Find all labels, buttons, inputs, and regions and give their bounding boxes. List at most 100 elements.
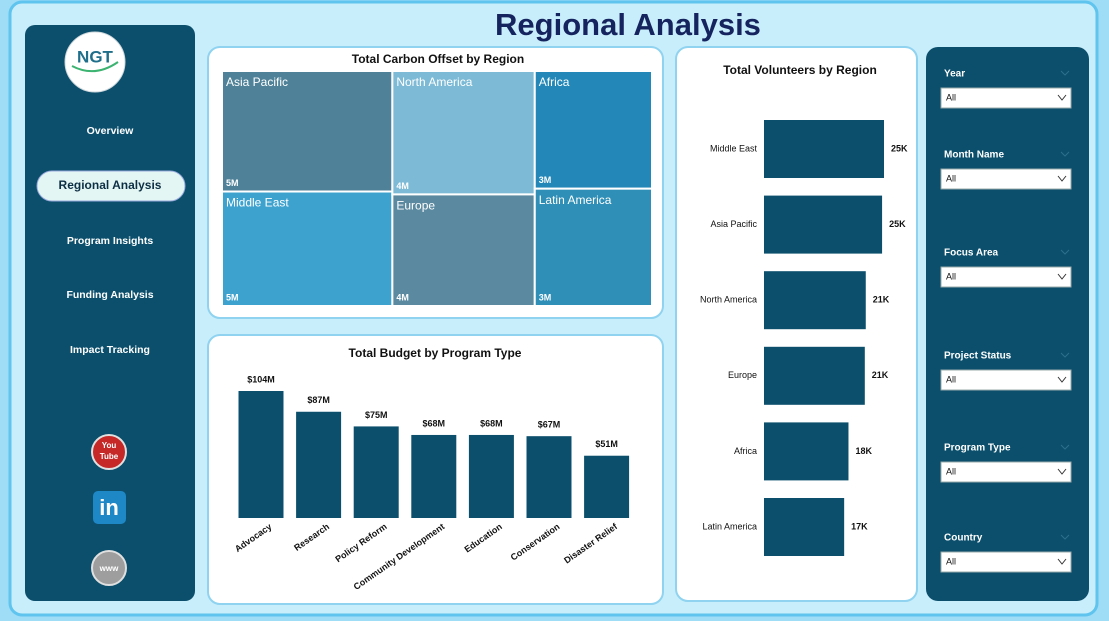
nav-panel bbox=[25, 25, 195, 601]
treemap-tile bbox=[221, 190, 394, 307]
tile-label: Africa bbox=[539, 75, 570, 89]
dropdown-value: All bbox=[946, 556, 956, 566]
bar bbox=[238, 391, 284, 518]
filter-chevron bbox=[1060, 249, 1070, 255]
data-label: $51M bbox=[595, 439, 618, 449]
treemap-tile bbox=[533, 187, 653, 307]
dropdown-value: All bbox=[946, 173, 956, 183]
filter-chevron bbox=[1060, 534, 1070, 540]
y-tick-label: North America bbox=[700, 295, 757, 305]
nav-item[interactable]: Overview bbox=[87, 125, 135, 137]
filter-label: Focus Area bbox=[944, 248, 999, 259]
filter-panel bbox=[926, 47, 1089, 601]
tile-value: 3M bbox=[539, 292, 552, 302]
filter-chevron bbox=[1060, 352, 1070, 358]
nav-active-pill[interactable] bbox=[36, 170, 186, 202]
dropdown[interactable] bbox=[940, 461, 1072, 483]
chart-title: Total Budget by Program Type bbox=[349, 346, 522, 360]
nav-item[interactable]: Impact Tracking bbox=[70, 344, 150, 356]
data-label: 21K bbox=[872, 370, 889, 380]
bar bbox=[468, 434, 514, 518]
data-label: $87M bbox=[307, 395, 330, 405]
youtube-icon[interactable] bbox=[91, 434, 127, 470]
tile-value: 5M bbox=[226, 178, 239, 188]
tile-label: North America bbox=[396, 75, 472, 89]
dropdown[interactable] bbox=[940, 266, 1072, 288]
bar bbox=[764, 422, 849, 481]
tile-label: Middle East bbox=[226, 196, 289, 210]
nav-item[interactable]: Funding Analysis bbox=[66, 289, 153, 301]
treemap-tile bbox=[391, 70, 536, 196]
dropdown-chevron bbox=[1057, 94, 1067, 101]
filter-label: Month Name bbox=[944, 150, 1004, 161]
filter-label: Program Type bbox=[944, 443, 1011, 454]
data-label: $68M bbox=[480, 418, 503, 428]
chart-title: Total Carbon Offset by Region bbox=[352, 52, 524, 66]
tile-label: Europe bbox=[396, 199, 435, 213]
y-tick-label: Europe bbox=[728, 370, 757, 380]
dropdown-value: All bbox=[946, 271, 956, 281]
bar bbox=[353, 426, 399, 518]
dropdown[interactable] bbox=[940, 369, 1072, 391]
y-tick-label: Asia Pacific bbox=[710, 219, 757, 229]
youtube-text: You bbox=[102, 441, 117, 450]
logo-swoosh bbox=[71, 61, 119, 73]
filter-chevron bbox=[1060, 444, 1070, 450]
dropdown-value: All bbox=[946, 374, 956, 384]
tile-value: 3M bbox=[539, 175, 552, 185]
nav-item[interactable]: Regional Analysis bbox=[59, 178, 162, 192]
y-tick-label: Africa bbox=[734, 446, 757, 456]
data-label: 21K bbox=[873, 295, 890, 305]
bar bbox=[526, 436, 572, 518]
data-label: 17K bbox=[851, 521, 868, 531]
data-label: $68M bbox=[423, 418, 446, 428]
youtube-text: Tube bbox=[100, 452, 119, 461]
bar bbox=[296, 411, 342, 518]
bar bbox=[411, 434, 457, 518]
tile-label: Asia Pacific bbox=[226, 75, 288, 89]
dropdown[interactable] bbox=[940, 551, 1072, 573]
tile-label: Latin America bbox=[539, 193, 612, 207]
filter-label: Country bbox=[944, 533, 983, 544]
dropdown-chevron bbox=[1057, 558, 1067, 565]
dropdown-value: All bbox=[946, 92, 956, 102]
dropdown-value: All bbox=[946, 466, 956, 476]
filter-label: Project Status bbox=[944, 351, 1012, 362]
linkedin-text: in bbox=[99, 495, 119, 520]
dropdown-chevron bbox=[1057, 175, 1067, 182]
y-tick-label: Middle East bbox=[710, 143, 758, 153]
data-label: $67M bbox=[538, 420, 561, 430]
bar bbox=[764, 346, 865, 405]
bar bbox=[764, 120, 884, 178]
y-tick-label: Latin America bbox=[702, 521, 757, 531]
treemap-tile bbox=[391, 193, 536, 307]
data-label: $75M bbox=[365, 410, 388, 420]
bar bbox=[584, 455, 630, 518]
web-text: www bbox=[99, 564, 119, 573]
dropdown[interactable] bbox=[940, 87, 1072, 109]
dropdown-chevron bbox=[1057, 273, 1067, 280]
dropdown-chevron bbox=[1057, 376, 1067, 383]
treemap-tile bbox=[533, 70, 653, 190]
logo bbox=[64, 31, 126, 93]
treemap-tile bbox=[221, 70, 394, 193]
page-title: Regional Analysis bbox=[495, 7, 761, 42]
tile-value: 4M bbox=[396, 292, 409, 302]
chart-title: Total Volunteers by Region bbox=[723, 63, 877, 77]
filter-chevron bbox=[1060, 70, 1070, 76]
dropdown[interactable] bbox=[940, 168, 1072, 190]
nav-item[interactable]: Program Insights bbox=[67, 235, 154, 247]
data-label: 25K bbox=[891, 143, 908, 153]
logo-text: NGT bbox=[77, 47, 114, 66]
data-label: 18K bbox=[855, 446, 872, 456]
filter-chevron bbox=[1060, 151, 1070, 157]
dropdown-chevron bbox=[1057, 468, 1067, 475]
filter-label: Year bbox=[944, 69, 965, 80]
tile-value: 4M bbox=[396, 181, 409, 191]
bar bbox=[764, 271, 866, 330]
bar bbox=[764, 498, 845, 556]
linkedin-icon[interactable] bbox=[93, 491, 126, 524]
web-icon[interactable] bbox=[91, 550, 127, 586]
data-label: $104M bbox=[247, 374, 275, 384]
